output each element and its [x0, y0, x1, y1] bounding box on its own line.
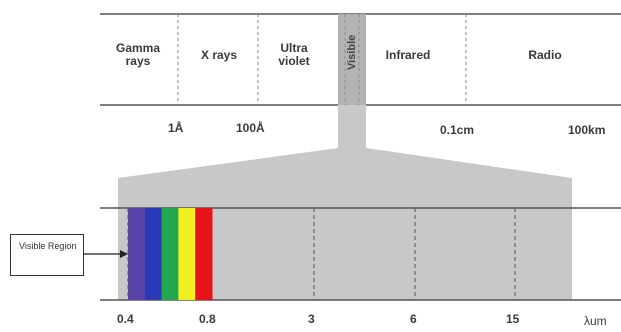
band-label-ultraviolet: Ultra violet	[278, 41, 310, 68]
axis-unit: λum	[584, 314, 607, 328]
color-stripe	[144, 208, 163, 300]
axis-tick-0-8: 0.8	[199, 312, 216, 326]
color-stripe	[195, 208, 213, 300]
visible-region-callout: Visible Region	[10, 234, 84, 276]
color-stripe	[178, 208, 196, 300]
band-label-gamma: Gamma rays	[115, 41, 161, 68]
zoom-funnel	[118, 14, 572, 300]
axis-tick-15: 15	[506, 312, 520, 326]
visible-color-stripes	[128, 208, 213, 300]
tick-100-angstrom: 100Å	[236, 121, 265, 135]
tick-100km: 100km	[568, 123, 606, 137]
band-label-xrays: X rays	[200, 48, 238, 62]
axis-tick-3: 3	[308, 312, 315, 326]
band-label-radio: Radio	[528, 48, 562, 62]
visible-band	[338, 14, 366, 105]
band-label-infrared: Infrared	[385, 48, 431, 62]
color-stripe	[128, 208, 146, 300]
tick-1-angstrom: 1Å	[168, 121, 184, 135]
color-stripe	[161, 208, 179, 300]
tick-0-1cm: 0.1cm	[440, 123, 475, 137]
axis-tick-6: 6	[410, 312, 417, 326]
band-label-visible: Visible	[346, 34, 358, 70]
axis-tick-0-4: 0.4	[117, 312, 134, 326]
